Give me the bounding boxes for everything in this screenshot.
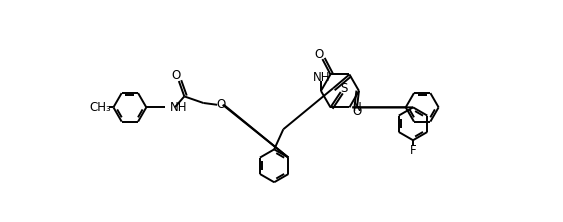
Text: O: O xyxy=(352,105,362,118)
Text: NH: NH xyxy=(312,71,330,84)
Text: N: N xyxy=(352,101,361,114)
Text: NH: NH xyxy=(169,101,187,114)
Text: S: S xyxy=(340,82,347,95)
Text: O: O xyxy=(315,48,324,61)
Text: O: O xyxy=(216,98,225,111)
Text: O: O xyxy=(171,69,181,82)
Text: CH₃: CH₃ xyxy=(90,101,111,114)
Text: F: F xyxy=(410,144,417,157)
